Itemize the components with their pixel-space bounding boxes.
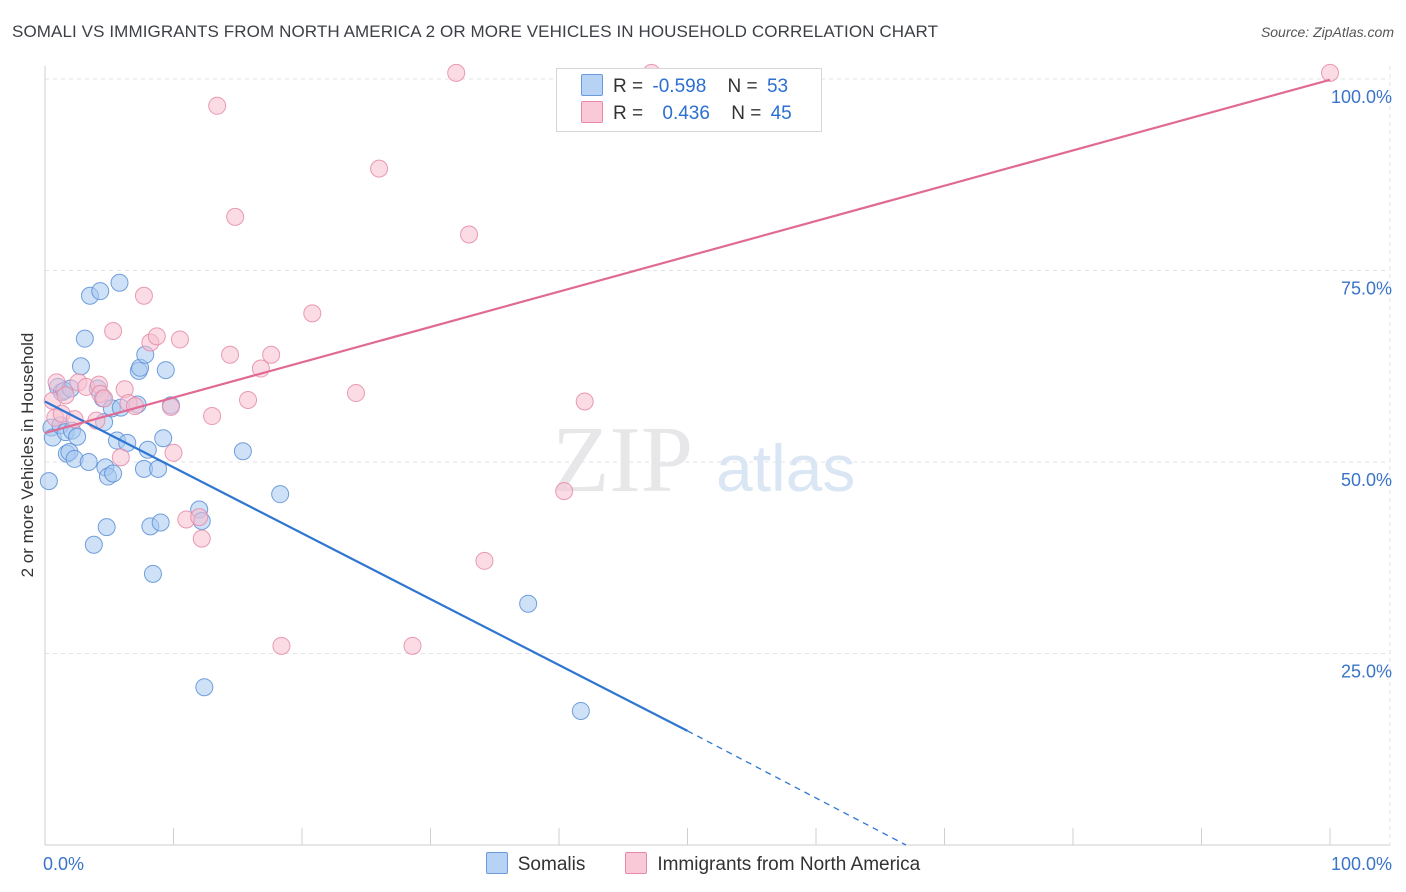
immigrant-point — [403, 636, 422, 655]
somali-point — [39, 472, 58, 491]
legend-r-value: -0.598 — [652, 76, 707, 97]
somali-point — [138, 440, 157, 459]
immigrant-point — [134, 286, 153, 305]
legend-label-immigrants: Immigrants from North America — [657, 854, 921, 875]
somali-point — [79, 453, 98, 471]
tick-label-layer: 25.0% 50.0% 75.0% 100.0% 0.0% 100.0% — [43, 87, 1392, 874]
watermark-atlas: atlas — [716, 431, 855, 505]
somali-point — [571, 701, 590, 720]
somali-point — [91, 282, 110, 301]
somali-point — [233, 442, 252, 461]
x-tick-label: 0.0% — [43, 854, 84, 874]
somali-point — [143, 564, 162, 583]
y-tick-label: 50.0% — [1341, 470, 1392, 490]
watermark: ZIP atlas — [552, 408, 855, 512]
somali-trend-extension — [687, 730, 907, 846]
y-tick-label: 100.0% — [1331, 87, 1392, 107]
somali-point — [97, 518, 116, 537]
legend-label-somalis: Somalis — [517, 854, 586, 875]
legend-item-immigrants: Immigrants from North America — [625, 852, 920, 878]
somali-trend-line — [44, 400, 689, 732]
immigrant-point — [262, 345, 281, 364]
immigrant-point — [164, 443, 183, 462]
series-legend: Somalis Immigrants from North America — [0, 852, 1406, 878]
immigrant-point — [303, 304, 322, 323]
somali-point — [156, 361, 175, 380]
immigrant-trend-line — [44, 78, 1331, 434]
y-axis-label: 2 or more Vehicles in Household — [18, 332, 37, 578]
legend-swatch-blue — [485, 852, 508, 874]
legend-n-value: 45 — [770, 103, 792, 124]
immigrant-point — [170, 330, 189, 349]
immigrant-point — [370, 159, 389, 178]
correlation-legend: R = -0.598 N = 53 R = 0.436 N = 45 — [556, 68, 822, 132]
legend-swatch-pink — [625, 852, 648, 874]
legend-r-label: R = — [613, 103, 644, 124]
somali-point — [68, 427, 87, 446]
grid-layer — [45, 66, 1391, 845]
watermark-zip: ZIP — [552, 408, 693, 512]
somali-point — [151, 513, 170, 532]
legend-item-somalis: Somalis — [485, 852, 586, 878]
somali-point — [195, 678, 214, 697]
immigrant-point — [221, 345, 240, 364]
immigrant-point — [208, 96, 227, 115]
somali-point — [104, 464, 123, 483]
somali-point — [271, 485, 290, 504]
immigrant-point — [192, 529, 211, 548]
somali-point — [154, 429, 173, 448]
legend-n-label: N = — [731, 103, 762, 124]
immigrant-point — [190, 508, 209, 527]
immigrant-point — [239, 390, 258, 409]
immigrant-point — [203, 407, 222, 426]
somali-point — [75, 329, 94, 348]
legend-r-label: R = — [613, 76, 644, 97]
immigrant-point — [460, 225, 479, 244]
y-tick-label: 75.0% — [1341, 279, 1392, 299]
immigrant-point — [56, 386, 75, 405]
immigrant-point — [555, 482, 574, 501]
immigrant-point — [575, 392, 594, 411]
y-tick-label: 25.0% — [1341, 662, 1392, 682]
somali-point — [84, 535, 103, 554]
immigrant-point — [104, 322, 123, 341]
immigrant-point — [147, 327, 166, 346]
legend-row-immigrants: R = 0.436 N = 45 — [581, 101, 792, 127]
immigrant-point — [475, 551, 494, 570]
x-tick-label: 100.0% — [1331, 854, 1392, 874]
trend-layer — [44, 78, 1331, 846]
legend-row-somalis: R = -0.598 N = 53 — [581, 74, 788, 100]
immigrant-point — [111, 448, 130, 467]
axis-layer — [44, 66, 1390, 846]
somali-point — [71, 357, 90, 376]
immigrant-point — [346, 384, 365, 403]
immigrant-point — [47, 373, 66, 392]
legend-swatch-pink — [581, 101, 603, 123]
immigrant-point — [447, 63, 466, 82]
somali-point — [519, 594, 538, 613]
series-layer — [39, 63, 1339, 720]
somali-point — [110, 273, 129, 292]
legend-r-value: 0.436 — [662, 103, 710, 124]
legend-swatch-blue — [581, 74, 603, 96]
immigrant-point — [272, 636, 291, 655]
immigrant-point — [95, 389, 114, 408]
legend-n-value: 53 — [766, 76, 789, 97]
legend-n-label: N = — [727, 76, 758, 97]
immigrant-point — [1321, 63, 1339, 82]
chart-title: SOMALI VS IMMIGRANTS FROM NORTH AMERICA … — [12, 22, 939, 41]
chart-source: Source: ZipAtlas.com — [1260, 24, 1394, 40]
immigrant-point — [226, 207, 245, 226]
